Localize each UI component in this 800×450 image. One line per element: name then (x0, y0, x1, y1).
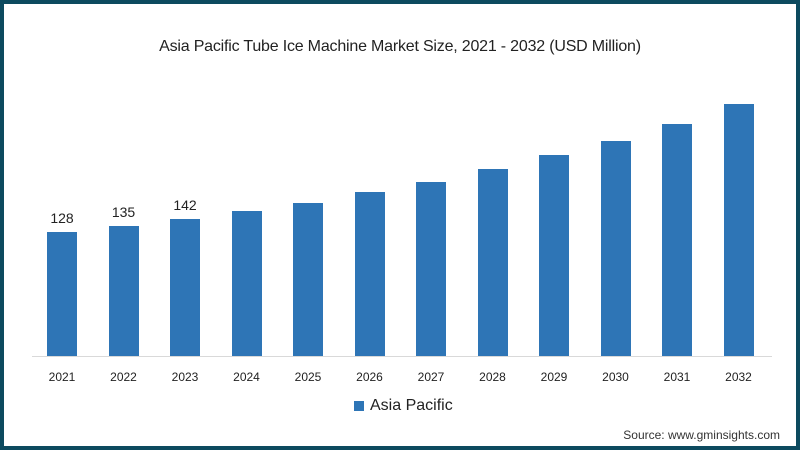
data-label: 128 (50, 210, 74, 227)
bar-2028 (477, 168, 508, 356)
bar-2024 (231, 211, 262, 356)
bar-2030 (600, 140, 631, 356)
bar-2029 (539, 155, 569, 356)
x-tick-label: 2032 (725, 370, 752, 384)
x-tick-label: 2031 (663, 370, 691, 384)
bar-2025 (293, 203, 323, 356)
x-tick-label: 2021 (48, 370, 76, 384)
legend-label: Asia Pacific (370, 397, 453, 414)
data-label: 142 (173, 196, 197, 213)
x-tick-label: 2029 (540, 370, 568, 384)
x-tick-label: 2028 (479, 370, 506, 384)
x-tick-label: 2025 (294, 370, 322, 384)
chart-frame: Asia Pacific Tube Ice Machine Market Siz… (4, 4, 796, 446)
bar-2031 (662, 124, 692, 356)
x-tick-label: 2026 (356, 370, 383, 384)
bar-2021 (47, 232, 77, 356)
data-label: 135 (111, 203, 136, 220)
legend: Asia Pacific (354, 397, 453, 415)
x-tick-label: 2022 (110, 370, 137, 384)
bar-2027 (416, 182, 446, 356)
bar-2032 (723, 103, 754, 356)
x-tick-label: 2030 (602, 370, 629, 384)
bar-2023 (170, 218, 200, 356)
x-tick-label: 2027 (417, 370, 445, 384)
bar-2022 (108, 225, 139, 356)
x-axis-line (32, 356, 772, 357)
plot-area: 2021 128 2022 135 2023 142 2024 2025 2026 2027 202… (4, 4, 796, 446)
source-note: Source: www.gminsights.com (623, 428, 780, 442)
legend-swatch-icon (354, 401, 364, 411)
x-tick-label: 2024 (233, 370, 260, 384)
x-tick-label: 2023 (171, 370, 199, 384)
chart-title: Asia Pacific Tube Ice Machine Market Siz… (159, 38, 641, 55)
bar-2026 (354, 191, 385, 356)
